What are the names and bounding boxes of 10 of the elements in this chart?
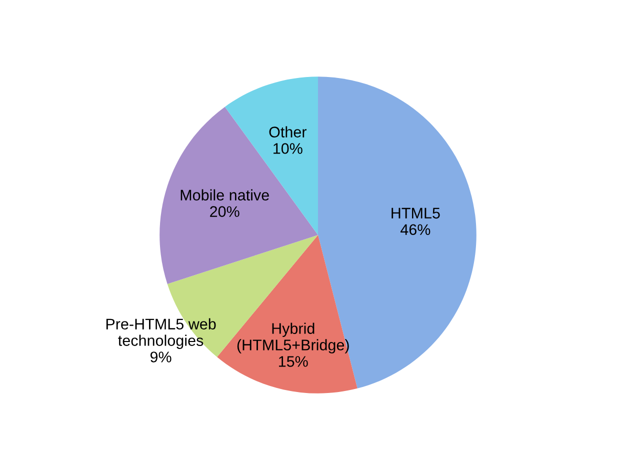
data-label: 9% bbox=[150, 352, 172, 362]
slice-label: Hybrid (HTML5+Bridge) bbox=[237, 322, 349, 354]
slice-label: Mobile native bbox=[180, 189, 269, 201]
slice-label: Other bbox=[269, 126, 307, 138]
data-label: 46% bbox=[400, 224, 430, 236]
data-label: 15% bbox=[279, 356, 308, 367]
slice-label: HTML5 bbox=[392, 208, 440, 219]
slice-label: Pre-HTML5 web technologies bbox=[106, 318, 216, 349]
data-label: 20% bbox=[210, 206, 240, 217]
data-label: 10% bbox=[274, 143, 302, 154]
